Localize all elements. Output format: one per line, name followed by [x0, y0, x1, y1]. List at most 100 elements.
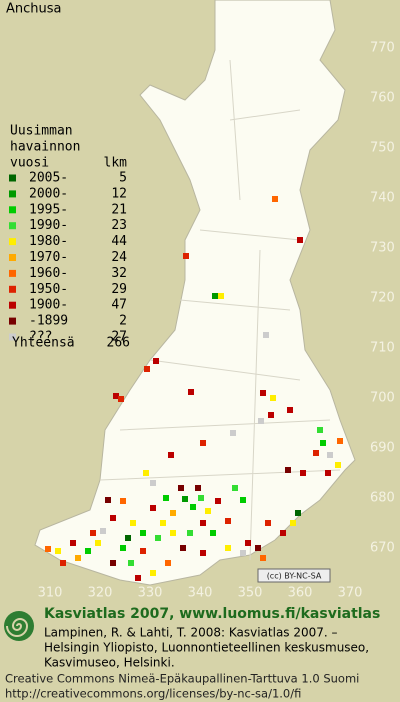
legend-count: 23: [111, 218, 127, 233]
record-square: [180, 545, 186, 551]
record-square: [187, 530, 193, 536]
record-square: [230, 430, 236, 436]
legend-swatch: [9, 301, 16, 309]
legend-swatch: [9, 254, 16, 261]
citation-line: Lampinen, R. & Lahti, T. 2008: Kasviatla…: [44, 626, 338, 640]
record-square: [155, 535, 161, 541]
record-square: [290, 520, 296, 526]
legend-period: 1900-: [29, 298, 68, 313]
record-square: [285, 467, 291, 473]
legend-period: 1950-: [29, 282, 68, 297]
record-square: [325, 470, 331, 476]
record-square: [260, 390, 266, 396]
legend-count-heading: lkm: [104, 156, 128, 171]
legend-swatch: [9, 222, 16, 230]
record-square: [70, 540, 76, 546]
record-square: [182, 496, 188, 502]
northing-label: 670: [370, 541, 395, 556]
record-square: [144, 366, 150, 372]
record-square: [232, 485, 238, 491]
legend-swatch: [9, 190, 16, 198]
legend-period: 1995-: [29, 202, 68, 217]
record-square: [335, 462, 341, 468]
northing-label: 710: [370, 341, 395, 356]
record-square: [265, 520, 271, 526]
record-square: [165, 560, 171, 566]
record-square: [327, 452, 333, 458]
legend-period: 1970-: [29, 250, 68, 265]
legend-period: -1899: [29, 314, 68, 329]
record-square: [260, 555, 266, 561]
legend-heading: Uusimman: [10, 124, 73, 139]
record-square: [337, 438, 343, 444]
legend-heading: havainnon: [10, 140, 80, 155]
legend-swatch: [9, 269, 16, 277]
record-square: [150, 570, 156, 576]
record-square: [163, 495, 169, 501]
legend-swatch: [9, 317, 16, 325]
map-title: Anchusa: [6, 2, 62, 17]
license-line: http://creativecommons.org/licenses/by-n…: [5, 687, 301, 701]
legend-count: 21: [111, 202, 127, 217]
record-square: [110, 560, 116, 566]
record-square: [150, 480, 156, 486]
record-square: [295, 510, 301, 516]
license-badge-text: (cc) BY-NC-SA: [267, 572, 322, 581]
record-square: [240, 497, 246, 503]
record-square: [212, 293, 218, 299]
record-square: [168, 452, 174, 458]
citation-line: Helsingin Yliopisto, Luonnontieteellinen…: [44, 641, 369, 655]
legend-swatch: [9, 238, 16, 246]
record-square: [215, 498, 221, 504]
record-square: [297, 237, 303, 243]
record-square: [55, 548, 61, 554]
record-square: [110, 515, 116, 521]
legend-period: 2000-: [29, 186, 68, 201]
record-square: [95, 540, 101, 546]
record-square: [120, 545, 126, 551]
record-square: [113, 393, 119, 399]
record-square: [140, 530, 146, 536]
license-line: Creative Commons Nimeä-Epäkaupallinen-Ta…: [5, 672, 359, 686]
legend-count: 12: [111, 186, 127, 201]
legend-period: ???: [29, 330, 52, 345]
easting-label: 310: [38, 586, 63, 601]
legend-period: 1960-: [29, 266, 68, 281]
record-square: [198, 495, 204, 501]
record-square: [270, 395, 276, 401]
citation-line: Kasvimuseo, Helsinki.: [44, 656, 175, 670]
legend-period: 1980-: [29, 234, 68, 249]
legend-period: 2005-: [29, 171, 68, 186]
record-square: [118, 396, 124, 402]
footer: Lampinen, R. & Lahti, T. 2008: Kasviatla…: [5, 626, 369, 701]
records: [45, 196, 343, 581]
northing-label: 720: [370, 291, 395, 306]
easting-label: 370: [338, 586, 363, 601]
region-borders: [99, 59, 341, 561]
total-label: Yhteensä: [12, 336, 75, 351]
legend-swatch: [9, 333, 16, 341]
legend-count: 32: [111, 266, 127, 281]
record-square: [280, 530, 286, 536]
record-square: [150, 505, 156, 511]
record-square: [140, 548, 146, 554]
legend-count: 29: [111, 282, 127, 297]
record-square: [225, 545, 231, 551]
record-square: [85, 548, 91, 554]
record-square: [205, 508, 211, 514]
northing-label: 730: [370, 241, 395, 256]
easting-label: 350: [238, 586, 263, 601]
record-square: [170, 510, 176, 516]
footer-headline: Kasviatlas 2007, www.luomus.fi/kasviatla…: [44, 606, 380, 622]
record-square: [210, 530, 216, 536]
record-square: [128, 560, 134, 566]
record-square: [200, 520, 206, 526]
legend-swatch: [9, 206, 16, 214]
record-square: [60, 560, 66, 566]
logo-spiral: [6, 618, 29, 637]
record-square: [135, 575, 141, 581]
record-square: [130, 520, 136, 526]
record-square: [105, 497, 111, 503]
record-square: [240, 550, 246, 556]
record-square: [153, 358, 159, 364]
